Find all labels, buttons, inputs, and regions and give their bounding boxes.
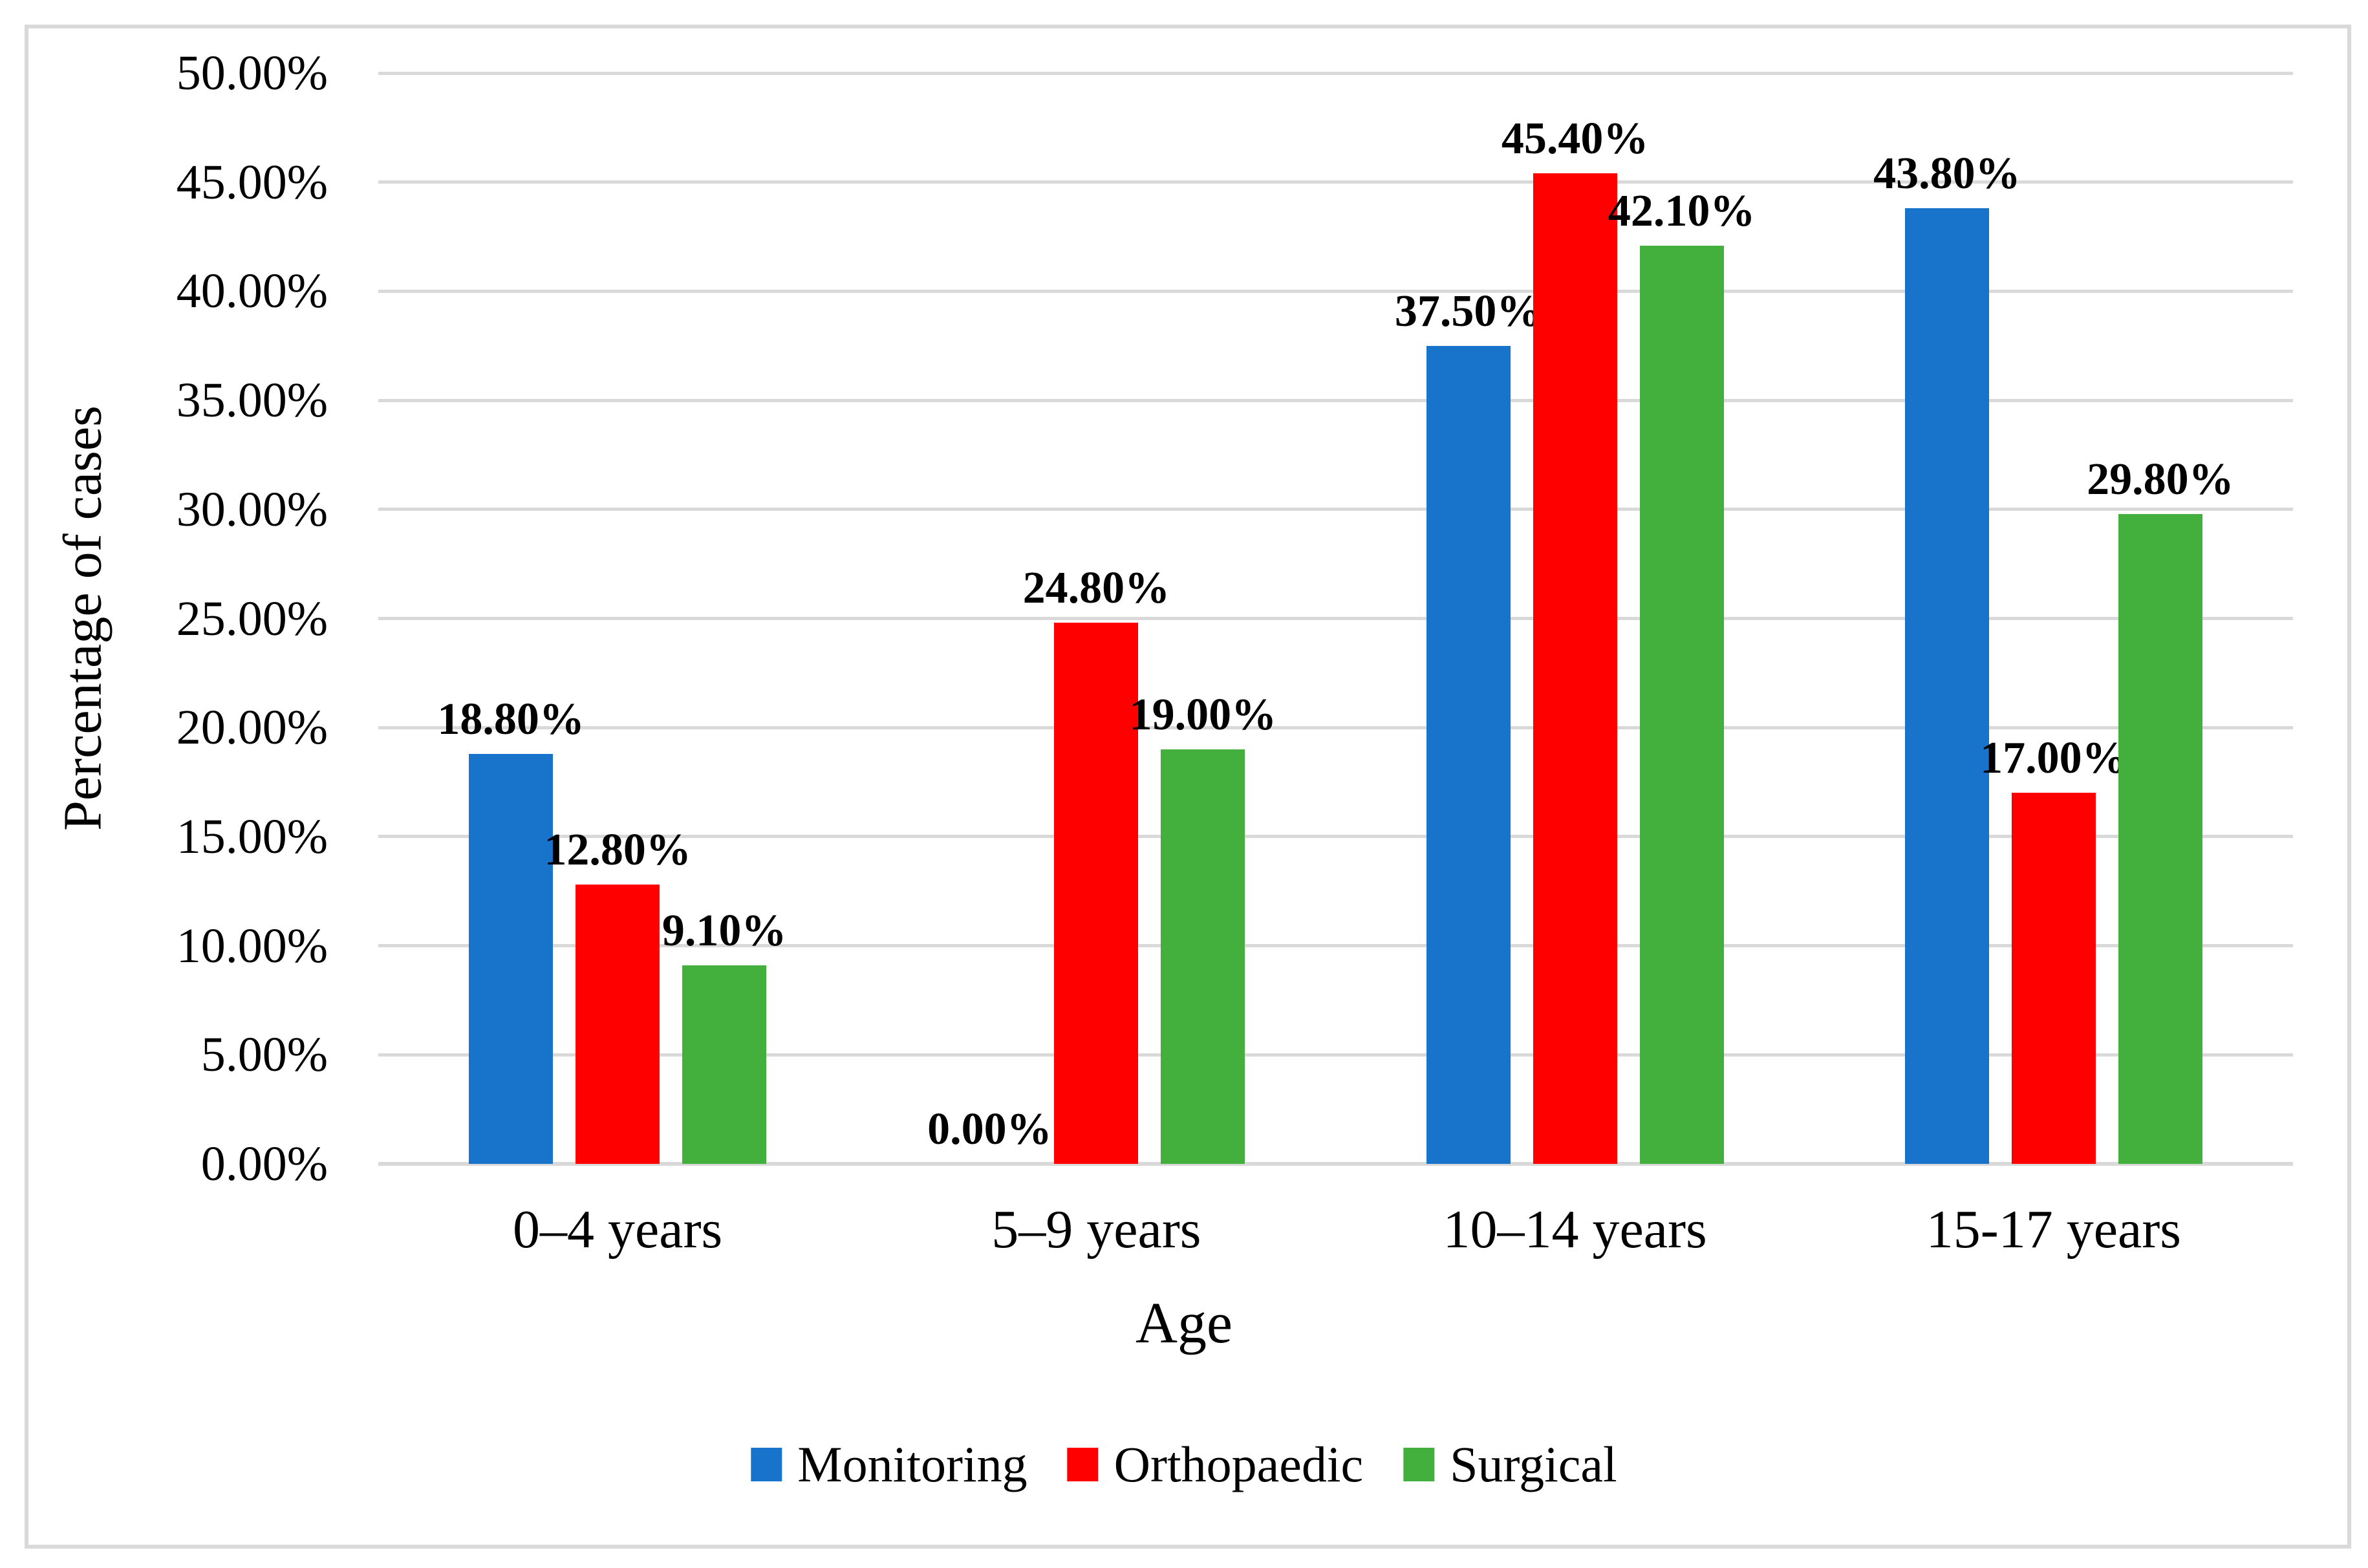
y-tick-label-30: 30.00%	[176, 482, 328, 537]
data-label-surgical-10-14-years: 42.10%	[1608, 186, 1756, 236]
y-axis-title: Percentage of cases	[52, 405, 113, 831]
legend-label-surgical: Surgical	[1450, 1436, 1617, 1492]
bar-monitoring-10-14-years	[1426, 345, 1511, 1164]
legend-label-orthopaedic: Orthopaedic	[1114, 1436, 1364, 1492]
y-tick-label-25: 25.00%	[176, 591, 328, 646]
bar-orthopaedic-15-17-years	[2011, 793, 2096, 1164]
bar-surgical-15-17-years	[2118, 513, 2202, 1164]
gridline-45	[378, 180, 2293, 184]
bar-monitoring-0-4-years	[469, 753, 554, 1164]
category-label-10-14-years: 10–14 years	[1443, 1199, 1707, 1260]
gridline-35	[378, 398, 2293, 402]
category-label-0-4-years: 0–4 years	[513, 1199, 723, 1260]
y-tick-label-10: 10.00%	[176, 918, 328, 973]
bar-monitoring-15-17-years	[1904, 208, 1989, 1164]
bar-surgical-0-4-years	[682, 965, 767, 1164]
bar-orthopaedic-5-9-years	[1054, 623, 1139, 1164]
legend-item-surgical: Surgical	[1403, 1439, 1617, 1490]
legend-swatch-monitoring	[751, 1448, 782, 1481]
gridline-10	[378, 944, 2293, 948]
legend-swatch-surgical	[1403, 1448, 1435, 1481]
data-label-monitoring-5-9-years: 0.00%	[927, 1104, 1052, 1154]
data-label-monitoring-15-17-years: 43.80%	[1873, 149, 2021, 199]
legend-swatch-orthopaedic	[1067, 1448, 1099, 1481]
y-tick-label-15: 15.00%	[176, 809, 328, 864]
y-tick-label-5: 5.00%	[200, 1027, 328, 1082]
y-tick-label-40: 40.00%	[176, 264, 328, 319]
data-label-surgical-5-9-years: 19.00%	[1129, 689, 1277, 740]
bar-orthopaedic-10-14-years	[1533, 173, 1617, 1164]
gridline-15	[378, 835, 2293, 839]
data-label-surgical-15-17-years: 29.80%	[2087, 454, 2234, 504]
y-tick-label-45: 45.00%	[176, 155, 328, 209]
y-tick-label-35: 35.00%	[176, 373, 328, 428]
bar-orthopaedic-0-4-years	[576, 885, 660, 1164]
x-axis-line	[378, 1162, 2293, 1166]
data-label-orthopaedic-10-14-years: 45.40%	[1501, 114, 1649, 164]
y-tick-label-20: 20.00%	[176, 700, 328, 755]
legend-item-monitoring: Monitoring	[751, 1436, 1028, 1492]
plot-area: 18.80% 12.80% 9.10% 0.00% 24.80% 19.00% 37.50%…	[378, 71, 2293, 1166]
legend: Monitoring Orthopaedic Surgical	[751, 1439, 1617, 1490]
x-axis-title: Age	[1136, 1291, 1232, 1355]
category-label-15-17-years: 15-17 years	[1926, 1199, 2181, 1260]
data-label-orthopaedic-15-17-years: 17.00%	[1980, 733, 2127, 784]
data-label-surgical-0-4-years: 9.10%	[662, 905, 787, 956]
gridline-25	[378, 617, 2293, 620]
category-label-5-9-years: 5–9 years	[991, 1199, 1201, 1260]
data-label-orthopaedic-5-9-years: 24.80%	[1022, 563, 1170, 614]
bar-surgical-10-14-years	[1639, 245, 1724, 1164]
legend-label-monitoring: Monitoring	[797, 1436, 1028, 1492]
data-label-monitoring-0-4-years: 18.80%	[437, 694, 585, 744]
gridline-30	[378, 508, 2293, 511]
legend-item-orthopaedic: Orthopaedic	[1067, 1436, 1364, 1492]
y-tick-label-0: 0.00%	[200, 1137, 328, 1191]
y-tick-label-50: 50.00%	[176, 46, 328, 100]
gridline-5	[378, 1053, 2293, 1057]
bar-surgical-5-9-years	[1161, 749, 1245, 1164]
gridline-40	[378, 289, 2293, 293]
data-label-monitoring-10-14-years: 37.50%	[1394, 286, 1542, 336]
gridline-50	[378, 71, 2293, 75]
data-label-orthopaedic-0-4-years: 12.80%	[544, 825, 691, 875]
gridline-20	[378, 725, 2293, 729]
